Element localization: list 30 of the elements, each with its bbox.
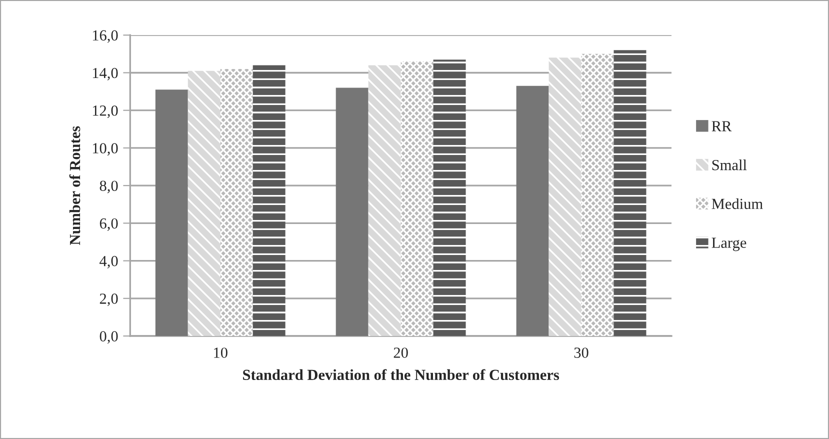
y-tick-label: 14,0 [92,68,118,80]
legend-label: Medium [712,198,763,210]
y-tick-label: 2,0 [100,294,118,306]
bar [548,58,582,336]
bar [155,90,188,336]
y-tick-label: 0,0 [100,331,118,344]
bar [188,70,220,336]
bar [433,60,466,336]
bar [368,65,401,336]
x-tick-label: 10 [214,348,228,358]
bar [614,50,646,336]
y-tick-label: 4,0 [100,256,118,268]
legend-label: Large [712,238,746,252]
y-tick-label: 10,0 [92,143,118,156]
bar [336,88,368,336]
x-tick-label: 30 [574,348,588,358]
x-axis-title: Standard Deviation of the Number of Customers [243,369,560,380]
bar [252,65,286,336]
y-axis-title: Number of Routes [69,126,80,245]
legend-label: Small [712,159,747,170]
y-tick-label: 6,0 [100,218,118,231]
bar [516,86,549,336]
y-tick-label: 12,0 [92,105,118,118]
x-tick-label: 20 [394,348,408,358]
bar [400,61,434,336]
legend-label: RR [712,121,732,132]
y-tick-label: 16,0 [92,30,118,43]
bar [220,68,253,336]
bar [581,54,614,336]
y-tick-label: 8,0 [100,180,118,194]
